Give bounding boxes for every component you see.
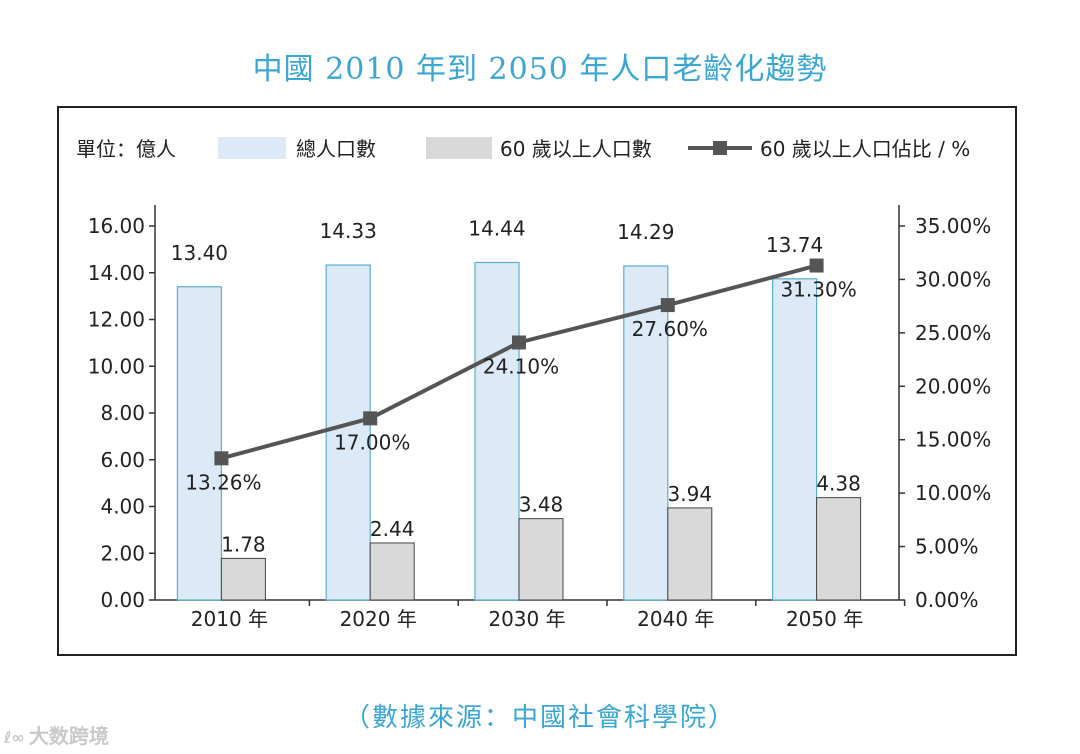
bar-aged <box>518 518 564 601</box>
watermark-logo-icon: ℓ∞ <box>4 728 25 747</box>
x-ticks: 2010 年 2020 年 2030 年 2040 年 2050 年 <box>191 600 906 631</box>
ratio-label: 27.60% <box>632 317 708 341</box>
bars-total <box>176 261 818 601</box>
bar-total <box>474 261 520 601</box>
legend-label-total: 總人口數 <box>296 137 376 161</box>
bar-aged-label: 4.38 <box>816 472 861 496</box>
right-tick-label: 20.00% <box>915 374 991 398</box>
x-tick-label: 2030 年 <box>488 607 565 631</box>
legend: 單位：億人 總人口數 60 歲以上人口數 60 歲以上人口佔比 / % <box>76 137 970 161</box>
left-tick-label: 8.00 <box>100 401 145 425</box>
ratio-marker <box>363 411 378 426</box>
legend-label-aged: 60 歲以上人口數 <box>500 137 652 161</box>
left-tick-label: 0.00 <box>100 588 145 612</box>
ratio-label: 31.30% <box>780 278 856 302</box>
left-tick-label: 2.00 <box>100 541 145 565</box>
legend-label-ratio: 60 歲以上人口佔比 / % <box>760 137 970 161</box>
legend-marker-ratio <box>713 141 727 155</box>
bar-total-label: 13.40 <box>171 241 228 265</box>
left-tick-label: 12.00 <box>88 308 145 332</box>
watermark-text: 大数跨境 <box>28 724 109 748</box>
x-tick-label: 2020 年 <box>340 607 417 631</box>
x-tick-label: 2010 年 <box>191 607 268 631</box>
bar-aged <box>220 557 266 601</box>
left-tick-label: 16.00 <box>88 214 145 238</box>
bar-aged-label: 3.48 <box>519 493 564 517</box>
bar-aged <box>369 542 415 601</box>
bar-aged-label: 1.78 <box>221 532 266 556</box>
unit-label: 單位：億人 <box>76 137 176 161</box>
x-tick-label: 2040 年 <box>637 607 714 631</box>
chart-title: 中國 2010 年到 2050 年人口老齡化趨勢 <box>252 52 828 87</box>
bar-total <box>623 265 669 601</box>
bar-total-label: 13.74 <box>766 233 823 257</box>
bar-total <box>771 278 818 601</box>
right-tick-label: 5.00% <box>915 535 979 559</box>
source-note: （數據來源：中國社會科學院） <box>343 703 736 733</box>
left-tick-label: 10.00 <box>88 354 145 378</box>
ratio-marker <box>660 298 675 313</box>
watermark: ℓ∞ 大数跨境 <box>4 720 109 749</box>
ratio-label: 17.00% <box>334 430 410 454</box>
right-tick-label: 30.00% <box>915 267 991 291</box>
right-ticks: 0.00% 5.00% 10.00% 15.00% 20.00% 25.00% 30.00%… <box>899 214 991 612</box>
ratio-marker <box>809 258 824 273</box>
ratio-marker <box>214 451 229 466</box>
data-labels: 13.40 14.33 14.44 14.29 13.74 1.78 2.44 3.48 3.9… <box>171 216 861 556</box>
bar-total-label: 14.29 <box>617 220 674 244</box>
right-tick-label: 0.00% <box>915 588 979 612</box>
ratio-label: 24.10% <box>483 354 559 378</box>
bar-total-label: 14.33 <box>320 219 377 243</box>
bar-aged <box>816 497 862 601</box>
x-tick-label: 2050 年 <box>786 607 863 631</box>
left-ticks: 0.00 2.00 4.00 6.00 8.00 10.00 12.00 14.00 16.00 <box>88 214 155 612</box>
chart-frame <box>57 106 1017 656</box>
right-tick-label: 25.00% <box>915 321 991 345</box>
bars-aged <box>220 497 862 601</box>
bar-aged-label: 3.94 <box>668 482 713 506</box>
left-tick-label: 6.00 <box>100 448 145 472</box>
right-tick-label: 15.00% <box>915 428 991 452</box>
bar-total <box>325 264 371 601</box>
bar-total <box>176 286 222 601</box>
bar-aged <box>667 507 713 601</box>
ratio-line <box>214 258 824 466</box>
bar-total-label: 14.44 <box>468 216 525 240</box>
right-tick-label: 35.00% <box>915 214 991 238</box>
ratio-label: 13.26% <box>185 470 261 494</box>
legend-swatch-aged <box>426 137 492 159</box>
legend-swatch-total <box>218 137 286 159</box>
right-tick-label: 10.00% <box>915 481 991 505</box>
ratio-marker <box>512 335 526 350</box>
left-tick-label: 14.00 <box>88 261 145 285</box>
left-tick-label: 4.00 <box>100 495 145 519</box>
bar-aged-label: 2.44 <box>370 517 415 541</box>
